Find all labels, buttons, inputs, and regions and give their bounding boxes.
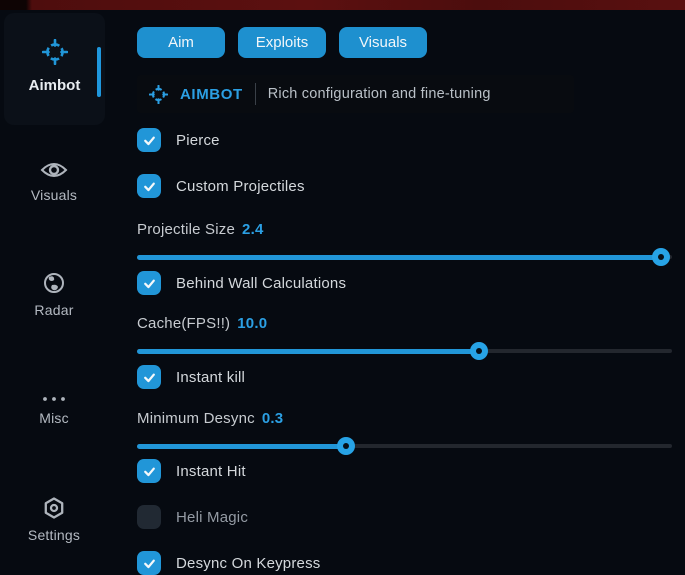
sidebar-item-label: Settings [27,527,81,543]
cache-fps-slider[interactable] [137,342,672,360]
slider-thumb[interactable] [336,437,355,455]
instant-hit-checkbox[interactable] [137,459,161,483]
checkbox-label: Instant kill [176,368,246,386]
slider-value: 10.0 [237,315,268,332]
slider-label: Minimum Desync [137,410,255,427]
control-row: Desync On Keypress [137,551,321,575]
section-title: AIMBOT [180,85,243,103]
main-panel: Aim Exploits Visuals AIMBOT Rich configu… [137,0,672,575]
control-row: Heli Magic [137,505,248,529]
check-icon [143,559,155,568]
slider-fill [137,443,346,449]
sidebar-item-settings[interactable]: Settings [0,496,108,543]
slider-thumb[interactable] [470,342,489,360]
sidebar-item-aimbot[interactable]: Aimbot [4,13,105,125]
desync-on-keypress-checkbox[interactable] [137,551,161,575]
slider-fill [137,254,662,260]
sidebar-item-label: Misc [39,410,69,426]
header-divider [254,83,256,105]
sidebar: Aimbot Visuals Radar Mi [0,10,110,575]
gear-icon [42,496,66,520]
check-icon [143,373,155,382]
checkbox-label: Heli Magic [176,508,249,526]
slider-label: Projectile Size [137,221,236,238]
checkbox-label: Behind Wall Calculations [176,274,347,292]
slider-label: Cache(FPS!!) [137,315,231,332]
pierce-checkbox[interactable] [137,128,161,152]
sidebar-item-visuals[interactable]: Visuals [0,160,108,203]
sidebar-item-label: Radar [34,302,74,318]
ellipsis-icon [41,395,67,403]
projectile-size-slider[interactable] [137,248,672,266]
section-header: AIMBOT Rich configuration and fine-tunin… [137,75,574,113]
active-accent-bar [97,47,101,97]
check-icon [143,279,155,288]
checkbox-label: Desync On Keypress [176,554,321,572]
crosshair-icon [4,39,105,65]
game-background-strip [0,0,685,10]
check-icon [143,182,155,191]
check-icon [143,136,155,145]
sidebar-item-radar[interactable]: Radar [0,271,108,318]
control-row: Instant Hit [137,459,246,483]
section-subtitle: Rich configuration and fine-tuning [267,86,491,102]
check-icon [143,467,155,476]
instant-kill-checkbox[interactable] [137,365,161,389]
sidebar-item-label: Aimbot [28,77,81,94]
slider-thumb[interactable] [652,248,671,266]
custom-projectiles-checkbox[interactable] [137,174,161,198]
slider-caption: Minimum Desync 0.3 [137,410,283,427]
control-row: Pierce [137,128,220,152]
globe-icon [42,271,66,295]
sidebar-item-label: Visuals [30,187,78,203]
slider-track [137,444,672,448]
tab-exploits[interactable]: Exploits [238,27,326,58]
minimum-desync-slider[interactable] [137,437,672,455]
slider-caption: Projectile Size 2.4 [137,221,264,238]
slider-fill [137,348,480,354]
sidebar-item-misc[interactable]: Misc [0,395,108,426]
eye-icon [40,160,68,180]
behind-wall-calculations-checkbox[interactable] [137,271,161,295]
tab-bar: Aim Exploits Visuals [137,27,427,58]
slider-value: 0.3 [261,410,284,427]
checkbox-label: Pierce [176,131,220,149]
crosshair-icon [149,84,168,104]
control-row: Instant kill [137,365,245,389]
tab-aim[interactable]: Aim [137,27,225,58]
slider-value: 2.4 [242,221,264,238]
control-row: Custom Projectiles [137,174,305,198]
heli-magic-checkbox[interactable] [137,505,161,529]
control-row: Behind Wall Calculations [137,271,346,295]
tab-visuals[interactable]: Visuals [339,27,427,58]
checkbox-label: Custom Projectiles [176,177,305,195]
slider-caption: Cache(FPS!!) 10.0 [137,315,267,332]
checkbox-label: Instant Hit [176,462,246,480]
